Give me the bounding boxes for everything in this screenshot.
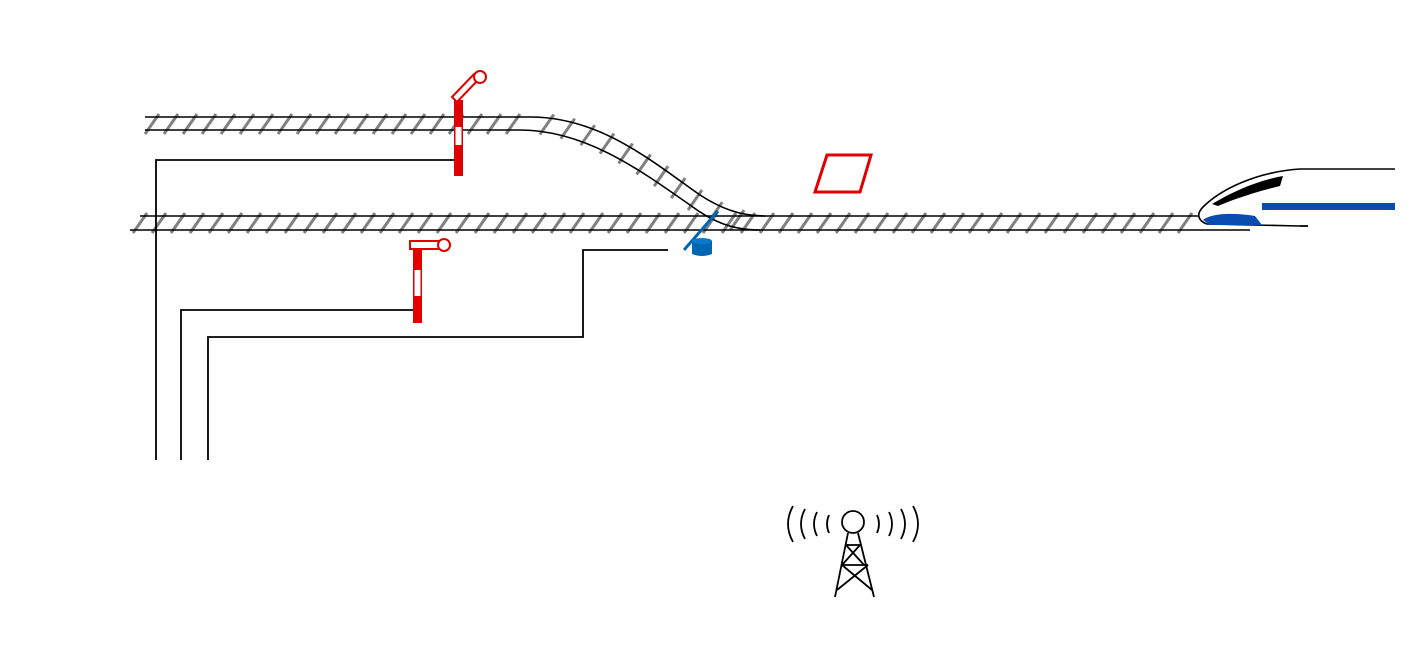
sleeper bbox=[652, 165, 670, 188]
main-track bbox=[130, 215, 1250, 231]
balise bbox=[812, 153, 874, 194]
sleeper bbox=[635, 153, 652, 176]
upper-siding-track bbox=[145, 116, 766, 231]
sleeper bbox=[686, 189, 704, 211]
semaphore-signal-upper bbox=[450, 70, 487, 176]
radio-tower bbox=[787, 505, 919, 598]
high-speed-train bbox=[1198, 168, 1395, 227]
sleeper bbox=[669, 177, 687, 200]
semaphore-signal-lower bbox=[409, 238, 451, 323]
point-machine bbox=[682, 210, 720, 256]
signal-cables bbox=[155, 159, 668, 460]
